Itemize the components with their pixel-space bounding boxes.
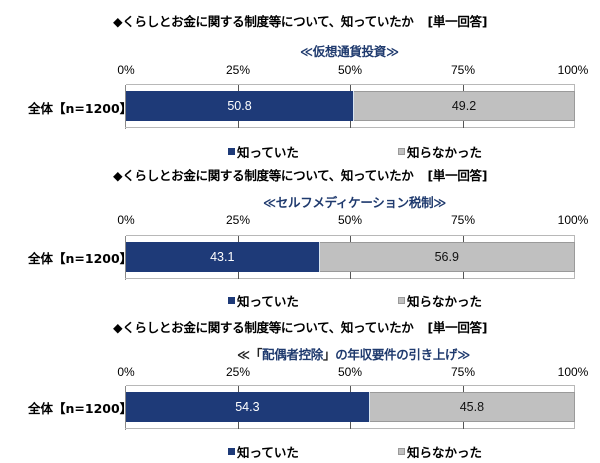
stacked-bar: 43.1 56.9 (126, 242, 575, 272)
chart-title: ◆くらしとお金に関する制度等について、知っていたか [単一回答] (113, 11, 487, 30)
value-label: 45.8 (459, 400, 485, 414)
title-text: ◆くらしとお金に関する制度等について、知っていたか (113, 320, 414, 335)
bar-segment-known: 43.1 (126, 242, 320, 272)
tick-label: 25% (225, 63, 251, 77)
legend-item-unknown: 知らなかった (398, 142, 482, 161)
legend-swatch-gray-icon (398, 297, 405, 304)
tick-label: 50% (337, 63, 363, 77)
tick-label: 25% (225, 213, 251, 227)
legend-item-known: 知っていた (228, 442, 299, 461)
legend-swatch-gray-icon (398, 448, 405, 455)
subtitle-close: ≫ (433, 195, 447, 210)
plot-area: 43.1 56.9 (125, 235, 575, 280)
legend-label: 知らなかった (407, 445, 483, 460)
bar-segment-unknown: 49.2 (354, 91, 575, 121)
tick-label: 0% (117, 213, 135, 227)
bar-segment-unknown: 56.9 (319, 242, 575, 272)
plot-area: 54.3 45.8 (125, 385, 575, 430)
title-tag: [単一回答] (427, 14, 488, 29)
tick-label: 25% (225, 365, 251, 379)
tick-label: 75% (450, 365, 476, 379)
x-axis-ticks: 0% 25% 50% 75% 100% (0, 63, 600, 79)
tick-label: 100% (557, 213, 589, 227)
legend-label: 知らなかった (407, 145, 483, 160)
chart-subtitle: ≪セルフメディケーション税制≫ (263, 192, 446, 211)
legend-label: 知っていた (237, 445, 299, 460)
legend-swatch-navy-icon (228, 148, 235, 155)
tick-label: 75% (450, 213, 476, 227)
legend-label: 知らなかった (407, 294, 483, 309)
stacked-bar: 50.8 49.2 (126, 91, 575, 121)
bar-segment-unknown: 45.8 (369, 392, 575, 422)
subtitle-text: セルフメディケーション税制 (275, 195, 434, 210)
row-label: 全体【n=1200】 (28, 401, 133, 416)
bar-segment-known: 50.8 (126, 91, 355, 121)
legend-item-unknown: 知らなかった (398, 291, 482, 310)
tick-label: 50% (337, 213, 363, 227)
legend-swatch-navy-icon (228, 448, 235, 455)
chart-subtitle: ≪「配偶者控除」の年収要件の引き上げ≫ (237, 344, 470, 363)
y-axis-line (125, 85, 126, 129)
subtitle-open: ≪ (263, 195, 276, 210)
value-label: 54.3 (235, 400, 260, 414)
legend-label: 知っていた (237, 294, 299, 309)
subtitle-close: ≫ (457, 347, 471, 362)
value-label: 56.9 (434, 250, 459, 264)
legend: 知っていた 知らなかった (0, 442, 600, 461)
row-label: 全体【n=1200】 (28, 101, 133, 116)
chart-title: ◆くらしとお金に関する制度等について、知っていたか [単一回答] (113, 165, 487, 184)
x-axis-ticks: 0% 25% 50% 75% 100% (0, 213, 600, 229)
value-label: 43.1 (210, 250, 235, 264)
subtitle-text: 配偶者控除 (262, 347, 324, 362)
subtitle-text: 仮想通貨投資 (312, 44, 387, 59)
tick-label: 100% (557, 365, 589, 379)
x-axis-ticks: 0% 25% 50% 75% 100% (0, 365, 600, 381)
value-label: 50.8 (227, 99, 252, 113)
tick-label: 75% (450, 63, 476, 77)
legend-swatch-gray-icon (398, 148, 405, 155)
subtitle-open: ≪ (300, 44, 313, 59)
tick-label: 50% (337, 365, 363, 379)
legend: 知っていた 知らなかった (0, 291, 600, 310)
chart-self-medication-tax: ◆くらしとお金に関する制度等について、知っていたか [単一回答] ≪セルフメディケ… (0, 151, 600, 309)
legend-swatch-navy-icon (228, 297, 235, 304)
legend-item-known: 知っていた (228, 291, 299, 310)
legend-item-unknown: 知らなかった (398, 442, 482, 461)
stacked-bar: 54.3 45.8 (126, 392, 575, 422)
row-label: 全体【n=1200】 (28, 251, 133, 266)
subtitle-bracket: 」 (323, 347, 336, 362)
chart-spousal-deduction: ◆くらしとお金に関する制度等について、知っていたか [単一回答] ≪「配偶者控除」… (0, 301, 600, 460)
title-text: ◆くらしとお金に関する制度等について、知っていたか (113, 168, 414, 183)
bar-segment-known: 54.3 (126, 392, 370, 422)
y-axis-line (125, 386, 126, 430)
chart-subtitle: ≪仮想通貨投資≫ (300, 41, 399, 60)
chart-title: ◆くらしとお金に関する制度等について、知っていたか [単一回答] (113, 317, 487, 336)
chart-virtual-currency: ◆くらしとお金に関する制度等について、知っていたか [単一回答] ≪仮想通貨投資≫… (0, 0, 600, 160)
subtitle-close: ≫ (386, 44, 399, 59)
legend-item-known: 知っていた (228, 142, 299, 161)
title-tag: [単一回答] (427, 320, 488, 335)
legend-label: 知っていた (237, 145, 299, 160)
legend: 知っていた 知らなかった (0, 142, 600, 161)
tick-label: 0% (117, 63, 135, 77)
plot-area: 50.8 49.2 (125, 84, 575, 129)
subtitle-open: ≪「 (237, 347, 262, 362)
title-text: ◆くらしとお金に関する制度等について、知っていたか (113, 14, 414, 29)
title-tag: [単一回答] (427, 168, 488, 183)
tick-label: 0% (117, 365, 135, 379)
value-label: 49.2 (451, 99, 477, 113)
tick-label: 100% (557, 63, 589, 77)
subtitle-text-2: の年収要件の引き上げ (335, 347, 458, 362)
y-axis-line (125, 236, 126, 280)
